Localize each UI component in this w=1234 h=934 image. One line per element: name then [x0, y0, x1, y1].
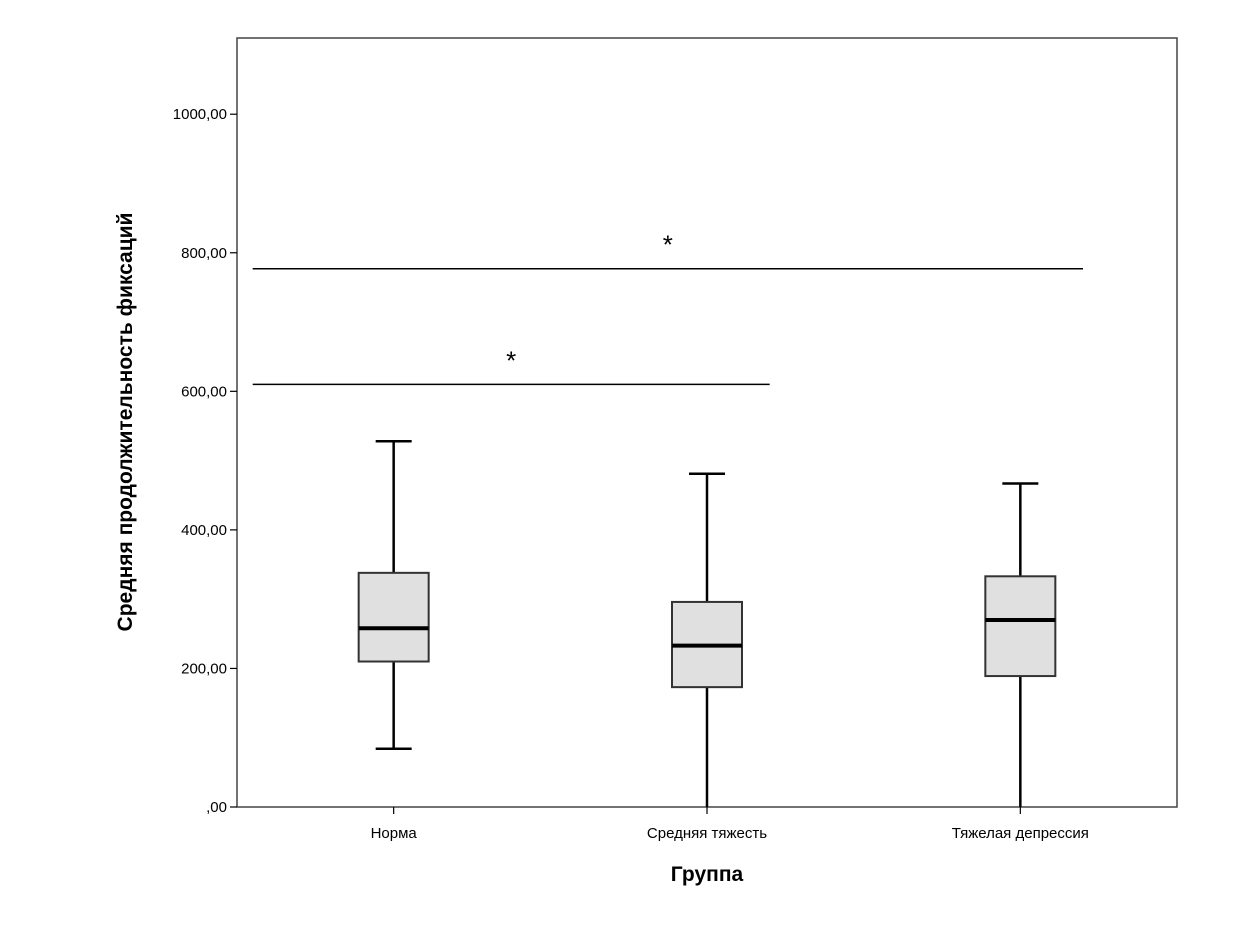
- y-tick-label: 200,00: [181, 660, 227, 677]
- y-axis: ,00 200,00 400,00 600,00 800,00 1000,00: [173, 106, 237, 816]
- y-tick-label: ,00: [206, 799, 227, 816]
- y-tick-label: 800,00: [181, 245, 227, 262]
- box-series: [357, 439, 1057, 807]
- significance-brackets: **: [252, 230, 1083, 386]
- y-tick-label: 400,00: [181, 522, 227, 539]
- significance-star: *: [663, 230, 673, 260]
- x-axis-title: Группа: [671, 863, 744, 886]
- iqr-box: [984, 575, 1057, 678]
- box-group: [984, 482, 1057, 807]
- box-group: [671, 472, 743, 807]
- x-axis: Норма Средняя тяжесть Тяжелая депрессия: [371, 807, 1089, 842]
- y-tick-label: 600,00: [181, 383, 227, 400]
- iqr-box: [357, 571, 430, 663]
- y-tick-label: 1000,00: [173, 106, 227, 123]
- y-axis-title: Средняя продолжительность фиксаций: [114, 213, 137, 632]
- x-tick-label: Средняя тяжесть: [647, 825, 767, 842]
- box-group: [357, 439, 430, 751]
- x-tick-label: Тяжелая депрессия: [952, 825, 1089, 842]
- x-tick-label: Норма: [371, 825, 418, 842]
- significance-star: *: [506, 345, 516, 375]
